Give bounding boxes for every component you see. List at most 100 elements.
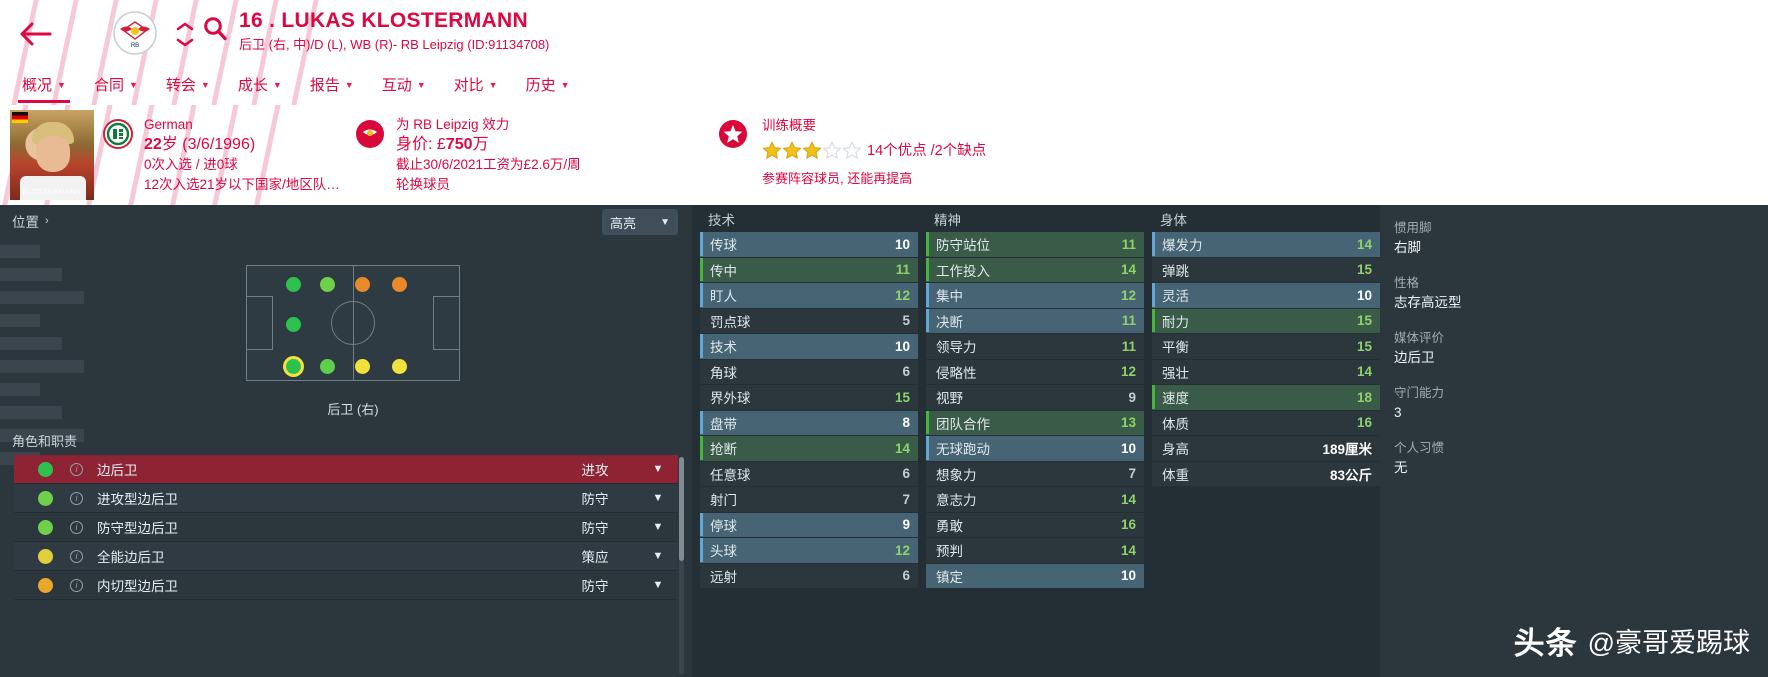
role-row-3[interactable]: i 全能边后卫 策应 ▼ bbox=[14, 542, 678, 571]
technical-row-13[interactable]: 远射 6 bbox=[700, 563, 918, 589]
technical-row-7[interactable]: 盘带 8 bbox=[700, 410, 918, 436]
roles-scrollbar-thumb[interactable] bbox=[679, 457, 684, 561]
back-arrow-icon[interactable] bbox=[12, 12, 60, 56]
player-photo[interactable]: KLOSTERMANN bbox=[10, 110, 94, 200]
physical-row-4[interactable]: 平衡 15 bbox=[1152, 334, 1380, 360]
nav-tab-2[interactable]: 转会 ▼ bbox=[152, 70, 224, 103]
mental-row-1[interactable]: 工作投入 14 bbox=[926, 257, 1144, 283]
physical-row-1[interactable]: 弹跳 15 bbox=[1152, 257, 1380, 283]
mental-row-9[interactable]: 想象力 7 bbox=[926, 461, 1144, 487]
technical-row-0[interactable]: 传球 10 bbox=[700, 232, 918, 258]
technical-name: 头球 bbox=[710, 544, 737, 560]
chevron-down-icon[interactable]: ▼ bbox=[652, 521, 664, 533]
mental-row-12[interactable]: 预判 14 bbox=[926, 538, 1144, 564]
player-detail-group-1: 性格 志存高远型 bbox=[1394, 274, 1768, 313]
technical-row-6[interactable]: 界外球 15 bbox=[700, 385, 918, 411]
training-stars bbox=[762, 140, 862, 159]
nav-tab-0[interactable]: 概况 ▼ bbox=[8, 70, 80, 103]
chevron-down-icon[interactable]: ▼ bbox=[652, 463, 664, 475]
physical-row-3[interactable]: 耐力 15 bbox=[1152, 308, 1380, 334]
nav-tab-label: 历史 bbox=[525, 77, 556, 94]
highlight-dropdown[interactable]: 高亮 ▼ bbox=[602, 209, 678, 235]
physical-row-7[interactable]: 体质 16 bbox=[1152, 410, 1380, 436]
pitch-position-dot-5[interactable] bbox=[286, 359, 301, 374]
nav-tab-3[interactable]: 成长 ▼ bbox=[224, 70, 296, 103]
chevron-down-icon[interactable]: ▼ bbox=[652, 492, 664, 504]
info-icon[interactable]: i bbox=[70, 462, 83, 476]
technical-row-2[interactable]: 盯人 12 bbox=[700, 283, 918, 309]
mental-row-8[interactable]: 无球跑动 10 bbox=[926, 436, 1144, 462]
mental-name: 镇定 bbox=[936, 569, 963, 585]
chevron-down-icon: ▼ bbox=[488, 79, 498, 90]
mental-row-11[interactable]: 勇敢 16 bbox=[926, 512, 1144, 538]
nav-tab-5[interactable]: 互动 ▼ bbox=[368, 70, 440, 103]
technical-row-11[interactable]: 停球 9 bbox=[700, 512, 918, 538]
player-spinner-control[interactable] bbox=[172, 14, 198, 54]
role-row-4[interactable]: i 内切型边后卫 防守 ▼ bbox=[14, 571, 678, 600]
mental-row-13[interactable]: 镇定 10 bbox=[926, 563, 1144, 589]
pitch-diagram[interactable] bbox=[246, 265, 460, 381]
club-info-column: 为 RB Leipzig 效力 身价: £750万 截止30/6/2021工资为£2… bbox=[355, 115, 581, 195]
mental-name: 想象力 bbox=[936, 467, 977, 483]
physical-value: 15 bbox=[1356, 262, 1372, 278]
pitch-position-dot-8[interactable] bbox=[392, 359, 407, 374]
technical-row-12[interactable]: 头球 12 bbox=[700, 538, 918, 564]
info-icon[interactable]: i bbox=[70, 549, 83, 563]
technical-row-5[interactable]: 角球 6 bbox=[700, 359, 918, 385]
chevron-down-icon[interactable]: ▼ bbox=[652, 579, 664, 591]
person-detail-row-1: 体重 83公斤 bbox=[1152, 461, 1380, 487]
pitch-position-dot-3[interactable] bbox=[392, 277, 407, 292]
info-icon[interactable]: i bbox=[70, 520, 83, 534]
position-side-bar bbox=[0, 360, 84, 373]
pitch-position-dot-0[interactable] bbox=[286, 277, 301, 292]
pitch-position-dot-6[interactable] bbox=[320, 359, 335, 374]
nav-tab-4[interactable]: 报告 ▼ bbox=[296, 70, 368, 103]
technical-value: 12 bbox=[894, 287, 910, 303]
pitch-position-dot-2[interactable] bbox=[355, 277, 370, 292]
nav-tab-6[interactable]: 对比 ▼ bbox=[440, 70, 512, 103]
mental-name: 视野 bbox=[936, 391, 963, 407]
position-bar-chevron-icon[interactable]: › bbox=[45, 215, 49, 227]
role-row-1[interactable]: i 进攻型边后卫 防守 ▼ bbox=[14, 484, 678, 513]
role-rating-dot bbox=[38, 519, 53, 535]
roles-scrollbar[interactable] bbox=[679, 457, 684, 675]
person-detail-label: 体重 bbox=[1162, 467, 1189, 483]
mental-row-3[interactable]: 决断 11 bbox=[926, 308, 1144, 334]
main-nav-tabs: 概况 ▼ 合同 ▼ 转会 ▼ 成长 ▼ 报告 ▼ 互动 ▼ 对比 ▼ 历史 ▼ bbox=[0, 68, 1768, 105]
mental-row-0[interactable]: 防守站位 11 bbox=[926, 232, 1144, 258]
position-side-bar bbox=[0, 406, 62, 419]
technical-row-1[interactable]: 传中 11 bbox=[700, 257, 918, 283]
physical-row-6[interactable]: 速度 18 bbox=[1152, 385, 1380, 411]
technical-row-4[interactable]: 技术 10 bbox=[700, 334, 918, 360]
mental-row-4[interactable]: 领导力 11 bbox=[926, 334, 1144, 360]
role-row-2[interactable]: i 防守型边后卫 防守 ▼ bbox=[14, 513, 678, 542]
role-row-0[interactable]: i 边后卫 进攻 ▼ bbox=[14, 455, 678, 484]
club-badge-icon[interactable]: RB bbox=[110, 8, 160, 58]
physical-name: 速度 bbox=[1162, 391, 1189, 407]
physical-row-0[interactable]: 爆发力 14 bbox=[1152, 232, 1380, 258]
nav-tab-7[interactable]: 历史 ▼ bbox=[512, 70, 584, 103]
technical-row-9[interactable]: 任意球 6 bbox=[700, 461, 918, 487]
nav-tab-1[interactable]: 合同 ▼ bbox=[80, 70, 152, 103]
technical-row-3[interactable]: 罚点球 5 bbox=[700, 308, 918, 334]
technical-row-10[interactable]: 射门 7 bbox=[700, 487, 918, 513]
physical-row-5[interactable]: 强壮 14 bbox=[1152, 359, 1380, 385]
chevron-down-icon[interactable]: ▼ bbox=[652, 550, 664, 562]
mental-value: 14 bbox=[1120, 491, 1136, 507]
technical-row-8[interactable]: 抢断 14 bbox=[700, 436, 918, 462]
pitch-position-dot-1[interactable] bbox=[320, 277, 335, 292]
mental-value: 13 bbox=[1120, 415, 1136, 431]
mental-row-2[interactable]: 集中 12 bbox=[926, 283, 1144, 309]
pitch-position-dot-4[interactable] bbox=[286, 317, 301, 332]
mental-row-6[interactable]: 视野 9 bbox=[926, 385, 1144, 411]
mental-name: 意志力 bbox=[936, 493, 977, 509]
mental-row-10[interactable]: 意志力 14 bbox=[926, 487, 1144, 513]
search-icon[interactable] bbox=[202, 16, 228, 42]
mental-row-7[interactable]: 团队合作 13 bbox=[926, 410, 1144, 436]
physical-rows: 爆发力 14 弹跳 15 灵活 10 耐力 15 平衡 15 强壮 14 速度 18 体质 16 bbox=[1152, 232, 1380, 436]
info-icon[interactable]: i bbox=[70, 491, 83, 505]
mental-row-5[interactable]: 侵略性 12 bbox=[926, 359, 1144, 385]
physical-row-2[interactable]: 灵活 10 bbox=[1152, 283, 1380, 309]
pitch-position-dot-7[interactable] bbox=[355, 359, 370, 374]
info-icon[interactable]: i bbox=[70, 578, 83, 592]
